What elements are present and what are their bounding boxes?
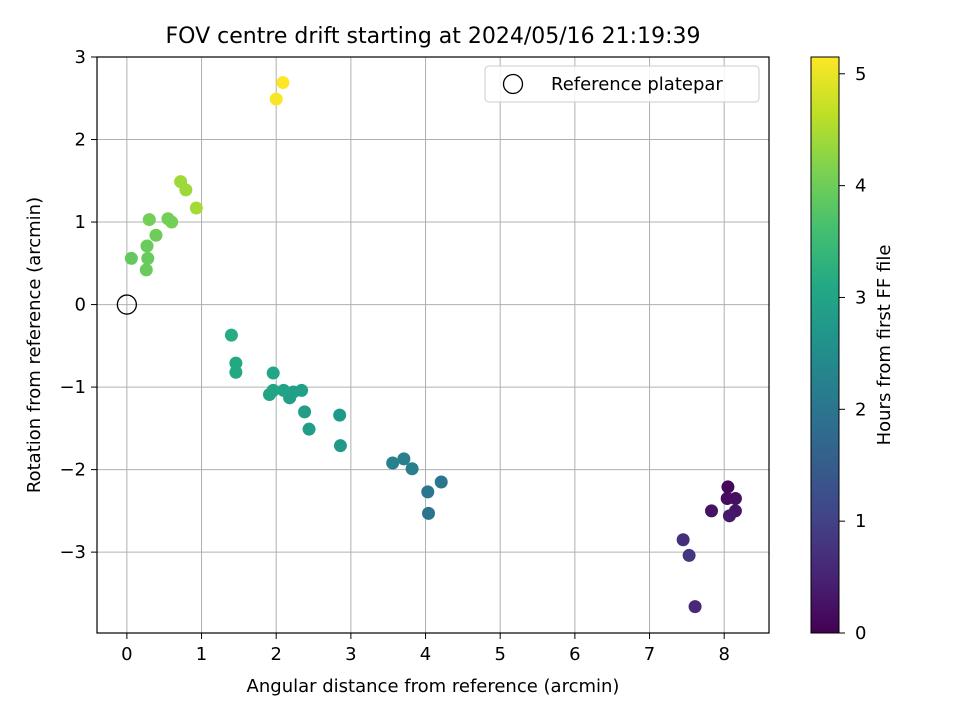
legend-reference-marker: [502, 73, 524, 95]
x-tick-label: 3: [345, 644, 356, 665]
data-point: [140, 239, 154, 253]
reference-marker-group: [116, 294, 138, 315]
colorbar-ticks: 0 1 2 3 4 5: [839, 64, 866, 644]
data-point: [139, 263, 153, 277]
data-point: [124, 251, 138, 265]
x-tick-label: 2: [270, 644, 281, 665]
y-tick-label: 2: [75, 130, 86, 151]
data-point: [333, 439, 347, 453]
x-axis-label: Angular distance from reference (arcmin): [247, 676, 620, 697]
x-tick-label: 8: [718, 644, 729, 665]
legend-box: [484, 65, 760, 103]
data-point: [266, 366, 280, 380]
y-tick-label: −3: [59, 542, 86, 563]
data-point: [422, 506, 436, 520]
data-point: [682, 548, 696, 562]
colorbar-tick-label: 3: [855, 287, 866, 308]
data-point: [262, 388, 276, 402]
plot-area-frame: [96, 56, 770, 634]
colorbar-tick-label: 1: [855, 511, 866, 532]
data-point: [397, 452, 411, 466]
data-point: [149, 228, 163, 242]
data-point: [141, 251, 155, 265]
data-point: [386, 456, 400, 470]
x-axis-ticks: 0 1 2 3 4 5 6 7 8: [121, 633, 730, 665]
x-tick-label: 0: [121, 644, 132, 665]
data-point: [721, 480, 735, 494]
data-point: [705, 504, 719, 518]
data-point: [276, 76, 290, 90]
data-point: [302, 422, 316, 436]
legend-label: Reference platepar: [551, 74, 723, 95]
y-tick-label: −2: [59, 460, 86, 481]
colorbar-tick-label: 5: [855, 64, 866, 85]
colorbar-tick-label: 0: [855, 623, 866, 644]
data-point: [229, 365, 243, 379]
data-point: [224, 328, 238, 342]
x-tick-label: 6: [569, 644, 580, 665]
x-tick-label: 1: [196, 644, 207, 665]
reference-platepar-marker: [116, 294, 138, 315]
data-point: [405, 462, 419, 476]
data-point: [269, 92, 283, 106]
data-point: [421, 485, 435, 499]
colorbar-tick-label: 4: [855, 176, 866, 197]
grid-lines: [97, 56, 769, 633]
y-tick-label: −1: [59, 377, 86, 398]
x-tick-label: 4: [420, 644, 431, 665]
x-tick-label: 7: [644, 644, 655, 665]
colorbar-label: Hours from first FF file: [874, 245, 895, 446]
y-axis-ticks: 3 2 1 0 −1 −2 −3: [59, 47, 97, 563]
y-tick-label: 1: [75, 212, 86, 233]
legend: Reference platepar: [484, 65, 760, 103]
y-tick-label: 3: [75, 47, 86, 68]
data-point: [179, 183, 193, 197]
data-point: [333, 408, 347, 422]
data-points: [124, 76, 742, 614]
data-point: [676, 533, 690, 547]
data-point: [189, 201, 203, 215]
colorbar-tick-label: 2: [855, 399, 866, 420]
data-point: [229, 356, 243, 370]
data-point: [277, 383, 291, 397]
data-point: [688, 600, 702, 614]
y-tick-label: 0: [75, 295, 86, 316]
data-point: [298, 405, 312, 419]
data-point: [728, 491, 742, 505]
chart-title: FOV centre drift starting at 2024/05/16 …: [166, 24, 701, 49]
x-tick-label: 5: [494, 644, 505, 665]
data-point: [142, 213, 156, 227]
data-point: [165, 215, 179, 229]
colorbar: [810, 56, 840, 634]
data-point: [434, 475, 448, 489]
data-point: [722, 509, 736, 523]
y-axis-label: Rotation from reference (arcmin): [24, 197, 45, 493]
